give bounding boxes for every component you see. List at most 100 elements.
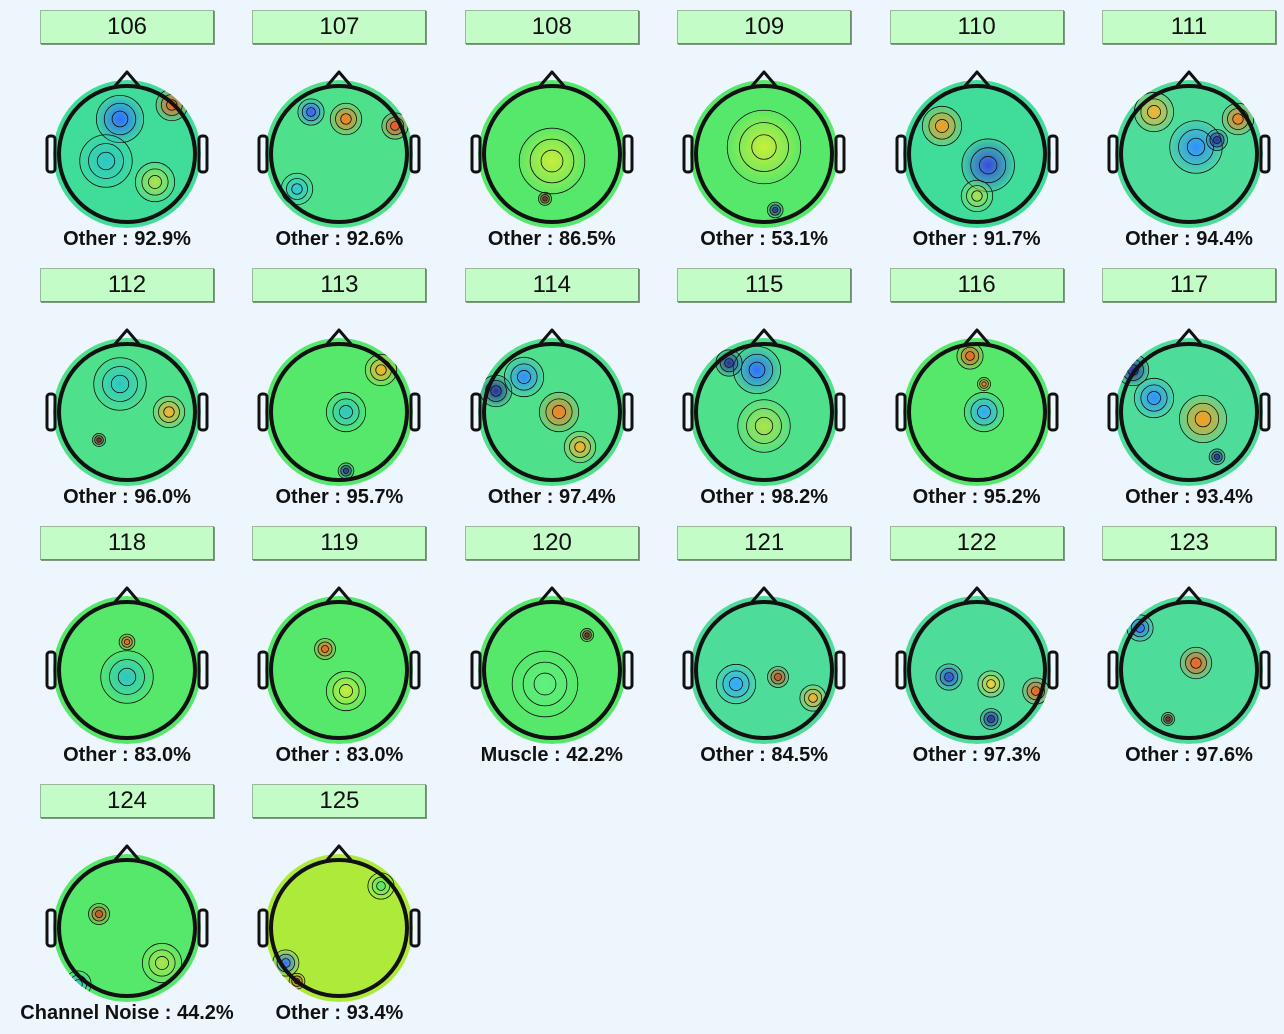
component-cell: 117 Other : 93.4% <box>1062 258 1276 516</box>
component-classification-label: Other : 83.0% <box>63 744 191 766</box>
scalp-topomap <box>45 328 209 486</box>
topomap-plot[interactable] <box>40 582 214 752</box>
component-cell: 120 Muscle : 42.2% <box>425 516 639 774</box>
topomap-plot[interactable] <box>40 324 214 494</box>
component-classification-label: Other : 84.5% <box>700 744 829 766</box>
component-number-button[interactable]: 108 <box>464 10 639 44</box>
scalp-topomap <box>682 586 846 744</box>
component-number-button[interactable]: 107 <box>252 10 427 44</box>
topomap-plot[interactable] <box>465 66 639 236</box>
component-classification-label: Other : 95.2% <box>912 486 1041 508</box>
component-number-button[interactable]: 112 <box>40 268 214 302</box>
component-cell: 122 Other : 97.3% <box>850 516 1064 774</box>
scalp-topomap <box>1107 70 1271 228</box>
scalp-topomap <box>257 844 421 1002</box>
topomap-plot[interactable] <box>252 582 426 752</box>
component-classification-label: Other : 91.7% <box>912 228 1041 250</box>
component-cell: 124 Channel Noise : 44.2% <box>0 774 234 1032</box>
component-classification-label: Other : 94.4% <box>1125 228 1253 250</box>
scalp-topomap <box>470 70 634 228</box>
component-classification-label: Other : 97.3% <box>912 744 1041 766</box>
component-cell: 111 Other : 94.4% <box>1062 0 1276 258</box>
component-classification-label: Other : 92.6% <box>275 228 404 250</box>
scalp-topomap <box>470 328 634 486</box>
component-classification-label: Other : 97.4% <box>487 486 616 508</box>
component-cell: 115 Other : 98.2% <box>637 258 852 516</box>
topomap-plot[interactable] <box>465 582 639 752</box>
component-number-button[interactable]: 123 <box>1102 526 1276 560</box>
component-cell: 114 Other : 97.4% <box>425 258 639 516</box>
topomap-plot[interactable] <box>677 582 851 752</box>
component-classification-label: Channel Noise : 44.2% <box>20 1002 234 1024</box>
topomap-plot[interactable] <box>677 324 851 494</box>
component-number-button[interactable]: 110 <box>889 10 1064 44</box>
component-classification-label: Other : 53.1% <box>700 228 829 250</box>
component-number-button[interactable]: 117 <box>1102 268 1276 302</box>
component-classification-label: Other : 98.2% <box>700 486 829 508</box>
component-classification-label: Other : 93.4% <box>1125 486 1253 508</box>
component-cell: 109 Other : 53.1% <box>637 0 852 258</box>
topomap-plot[interactable] <box>677 66 851 236</box>
component-cell: 116 Other : 95.2% <box>850 258 1064 516</box>
component-number-button[interactable]: 119 <box>252 526 427 560</box>
component-classification-label: Other : 92.9% <box>63 228 191 250</box>
scalp-topomap <box>257 70 421 228</box>
component-number-button[interactable]: 124 <box>40 784 214 818</box>
scalp-topomap <box>45 70 209 228</box>
topomap-plot[interactable] <box>40 840 214 1010</box>
scalp-topomap <box>45 844 209 1002</box>
component-cell: 119 Other : 83.0% <box>212 516 427 774</box>
scalp-topomap <box>470 586 634 744</box>
component-number-button[interactable]: 121 <box>677 526 852 560</box>
component-cell: 110 Other : 91.7% <box>850 0 1064 258</box>
component-number-button[interactable]: 106 <box>40 10 214 44</box>
component-cell: 106 Other : 92.9% <box>0 0 214 258</box>
topomap-plot[interactable] <box>890 324 1064 494</box>
topomap-plot[interactable] <box>890 582 1064 752</box>
topomap-plot[interactable] <box>890 66 1064 236</box>
scalp-topomap <box>1107 586 1271 744</box>
scalp-topomap <box>45 586 209 744</box>
topomap-plot[interactable] <box>252 840 426 1010</box>
component-number-button[interactable]: 113 <box>252 268 427 302</box>
topomap-plot[interactable] <box>465 324 639 494</box>
scalp-topomap <box>257 328 421 486</box>
scalp-topomap <box>257 586 421 744</box>
component-classification-label: Muscle : 42.2% <box>480 744 623 766</box>
topomap-plot[interactable] <box>1102 582 1276 752</box>
component-number-button[interactable]: 122 <box>889 526 1064 560</box>
component-number-button[interactable]: 114 <box>464 268 639 302</box>
component-number-button[interactable]: 120 <box>464 526 639 560</box>
component-cell: 121 Other : 84.5% <box>637 516 852 774</box>
component-classification-label: Other : 83.0% <box>275 744 404 766</box>
scalp-topomap <box>682 328 846 486</box>
component-number-button[interactable]: 109 <box>677 10 852 44</box>
component-number-button[interactable]: 116 <box>889 268 1064 302</box>
component-cell: 125 Other : 93.4% <box>212 774 427 1032</box>
component-cell: 108 Other : 86.5% <box>425 0 639 258</box>
component-cell: 118 Other : 83.0% <box>0 516 214 774</box>
scalp-topomap <box>895 586 1059 744</box>
component-number-button[interactable]: 125 <box>252 784 427 818</box>
component-classification-label: Other : 97.6% <box>1125 744 1253 766</box>
topomap-plot[interactable] <box>1102 66 1276 236</box>
component-cell: 113 Other : 95.7% <box>212 258 427 516</box>
component-cell: 107 Other : 92.6% <box>212 0 427 258</box>
topomap-plot[interactable] <box>40 66 214 236</box>
topomap-plot[interactable] <box>252 324 426 494</box>
scalp-topomap <box>895 70 1059 228</box>
scalp-topomap <box>1107 328 1271 486</box>
scalp-topomap <box>682 70 846 228</box>
component-number-button[interactable]: 118 <box>40 526 214 560</box>
component-cell: 123 Other : 97.6% <box>1062 516 1276 774</box>
component-number-button[interactable]: 115 <box>677 268 852 302</box>
topomap-plot[interactable] <box>252 66 426 236</box>
component-cell: 112 Other : 96.0% <box>0 258 214 516</box>
component-classification-label: Other : 93.4% <box>275 1002 404 1024</box>
component-classification-label: Other : 95.7% <box>275 486 404 508</box>
component-classification-label: Other : 86.5% <box>487 228 616 250</box>
component-classification-label: Other : 96.0% <box>63 486 191 508</box>
topomap-plot[interactable] <box>1102 324 1276 494</box>
component-number-button[interactable]: 111 <box>1102 10 1276 44</box>
